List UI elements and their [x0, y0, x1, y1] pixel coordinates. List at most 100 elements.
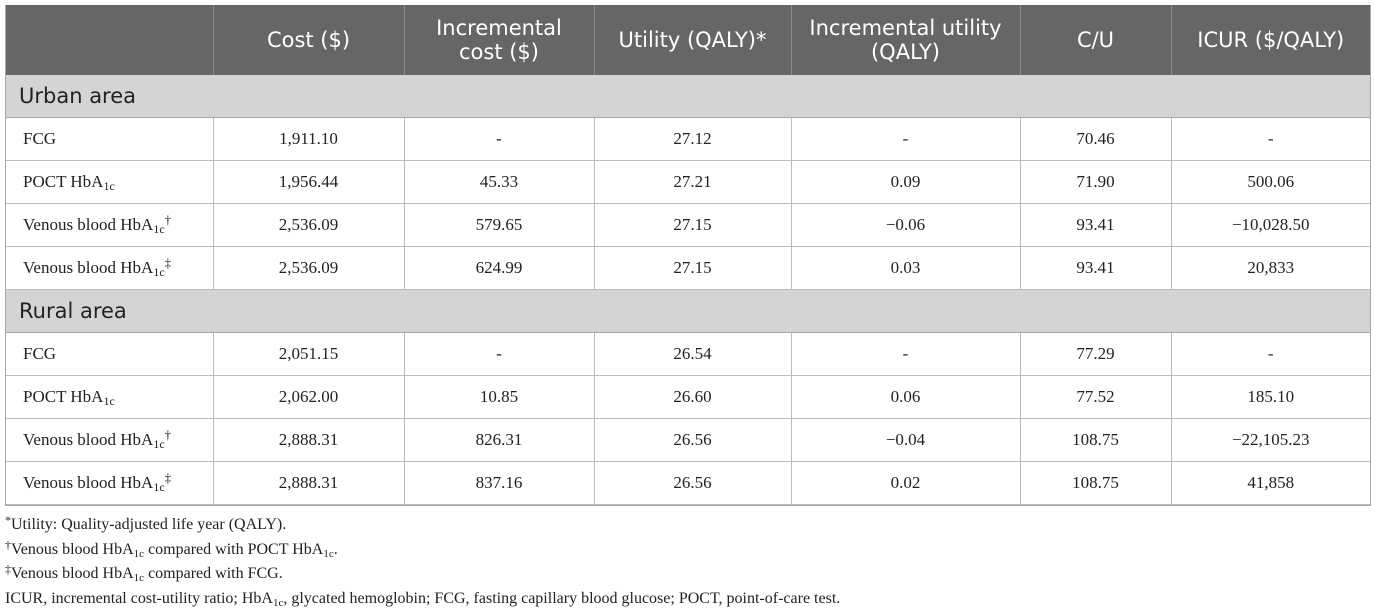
table-cell: 27.12	[593, 117, 791, 161]
footnote-mark: ‡	[164, 470, 172, 485]
footnote-subscript: 1c	[133, 572, 145, 584]
row-label-subscript: 1c	[103, 179, 115, 193]
column-header: Incremental cost ($)	[403, 5, 594, 75]
footnote-text: .	[333, 540, 338, 558]
row-label: POCT HbA1c	[6, 160, 213, 204]
footnote-mark: †	[164, 427, 172, 442]
row-label: FCG	[6, 117, 213, 161]
table-cell: -	[1170, 117, 1370, 161]
table-row: FCG 1,911.10-27.12-70.46-	[6, 117, 1370, 161]
table-cell: 41,858	[1170, 461, 1370, 505]
table-cell: 2,051.15	[212, 332, 404, 376]
table-cell: −0.04	[790, 418, 1020, 462]
table-cell: 2,888.31	[212, 461, 404, 505]
table-cell: -	[790, 332, 1020, 376]
footnote-utility: *Utility: Quality-adjusted life year (QA…	[5, 513, 1369, 538]
table-cell: 0.09	[790, 160, 1020, 204]
table-cell: −10,028.50	[1170, 203, 1370, 247]
table-cell: -	[790, 117, 1020, 161]
table-cell: 20,833	[1170, 246, 1370, 290]
footnote-text: Utility: Quality-adjusted life year (QAL…	[11, 516, 287, 533]
section-title: Rural area	[6, 289, 1370, 333]
table-cell: 500.06	[1170, 160, 1370, 204]
footnote-subscript: 1c	[272, 596, 284, 609]
table-cell: 0.02	[790, 461, 1020, 505]
row-label-subscript: 1c	[153, 480, 165, 494]
footnote-abbreviations: ICUR, incremental cost-utility ratio; Hb…	[5, 587, 1369, 612]
table-cell: −0.06	[790, 203, 1020, 247]
table-cell: 1,956.44	[212, 160, 404, 204]
column-header: ICUR ($/QALY)	[1170, 5, 1370, 75]
table-cell: 27.15	[593, 246, 791, 290]
column-header: Incremental utility (QALY)	[790, 5, 1020, 75]
table-cell: 26.60	[593, 375, 791, 419]
footnote-double-dagger: ‡Venous blood HbA1c compared with FCG.	[5, 562, 1369, 587]
table-cell: 185.10	[1170, 375, 1370, 419]
table-cell: −22,105.23	[1170, 418, 1370, 462]
table-cell: 10.85	[403, 375, 594, 419]
table-cell: 2,888.31	[212, 418, 404, 462]
table-cell: 579.65	[403, 203, 594, 247]
row-label: FCG	[6, 332, 213, 376]
column-header: Cost ($)	[212, 5, 404, 75]
table-row: POCT HbA1c 1,956.44 45.33 27.21 0.09 71.90 500…	[6, 160, 1370, 204]
footnote-mark: ‡	[164, 255, 172, 270]
row-label-text: Venous blood HbA	[23, 473, 154, 492]
footnote-mark: ‡	[5, 562, 11, 576]
row-label-text: Venous blood HbA	[23, 258, 154, 277]
table-body: Urban area FCG 1,911.10-27.12-70.46- POCT H…	[6, 75, 1370, 505]
table-cell: 93.41	[1019, 203, 1171, 247]
footnotes: *Utility: Quality-adjusted life year (QA…	[5, 513, 1369, 611]
header-row: Cost ($) Incremental cost ($) Utility (QAL…	[6, 5, 1370, 75]
table-cell: 2,062.00	[212, 375, 404, 419]
table-row: FCG 2,051.15-26.54-77.29-	[6, 332, 1370, 376]
cost-utility-table-container: Cost ($) Incremental cost ($) Utility (QAL…	[5, 5, 1371, 506]
table-cell: 26.54	[593, 332, 791, 376]
table-cell: 624.99	[403, 246, 594, 290]
footnote-dagger: †Venous blood HbA1c compared with POCT H…	[5, 538, 1369, 563]
row-label-subscript: 1c	[153, 437, 165, 451]
table-cell: 26.56	[593, 461, 791, 505]
header-blank	[6, 5, 213, 75]
footnote-subscript: 1c	[323, 547, 334, 560]
footnote-mark: †	[5, 537, 11, 552]
cost-utility-table: Cost ($) Incremental cost ($) Utility (QAL…	[6, 5, 1370, 505]
footnote-subscript: 1c	[133, 547, 145, 560]
table-cell: 77.29	[1019, 332, 1171, 376]
table-cell: -	[403, 332, 594, 376]
table-cell: 71.90	[1019, 160, 1171, 204]
footnote-text: Venous blood HbA	[11, 540, 134, 558]
footnote-text: , glycated hemoglobin; FCG, fasting capi…	[283, 589, 841, 607]
row-label-text: FCG	[23, 129, 57, 148]
table-cell: 0.06	[790, 375, 1020, 419]
table-cell: -	[1170, 332, 1370, 376]
footnote-text: compared with POCT HbA	[144, 540, 324, 558]
row-label-subscript: 1c	[103, 394, 115, 408]
table-row: Venous blood HbA1c‡ 2,888.31 837.16 26.56 0.…	[6, 461, 1370, 505]
table-cell: 70.46	[1019, 117, 1171, 161]
table-cell: 108.75	[1019, 418, 1171, 462]
row-label: Venous blood HbA1c‡	[6, 246, 213, 290]
table-cell: 2,536.09	[212, 246, 404, 290]
row-label: Venous blood HbA1c‡	[6, 461, 213, 505]
table-cell: 26.56	[593, 418, 791, 462]
table-cell: 108.75	[1019, 461, 1171, 505]
row-label-subscript: 1c	[153, 222, 165, 236]
footnote-mark: †	[164, 212, 172, 227]
footnote-text: compared with FCG.	[144, 565, 283, 582]
table-cell: 93.41	[1019, 246, 1171, 290]
row-label: Venous blood HbA1c†	[6, 203, 213, 247]
section-row: Urban area	[6, 75, 1370, 118]
table-cell: 77.52	[1019, 375, 1171, 419]
table-cell: 1,911.10	[212, 117, 404, 161]
row-label-text: Venous blood HbA	[23, 215, 154, 234]
table-cell: 27.21	[593, 160, 791, 204]
row-label-subscript: 1c	[153, 265, 165, 279]
row-label-text: POCT HbA	[23, 387, 104, 406]
table-row: POCT HbA1c 2,062.00 10.85 26.60 0.06 77.52 185…	[6, 375, 1370, 419]
table-header: Cost ($) Incremental cost ($) Utility (QAL…	[6, 5, 1370, 75]
table-cell: -	[403, 117, 594, 161]
table-cell: 27.15	[593, 203, 791, 247]
row-label: Venous blood HbA1c†	[6, 418, 213, 462]
table-row: Venous blood HbA1c† 2,888.31 826.31 26.56 −0…	[6, 418, 1370, 462]
